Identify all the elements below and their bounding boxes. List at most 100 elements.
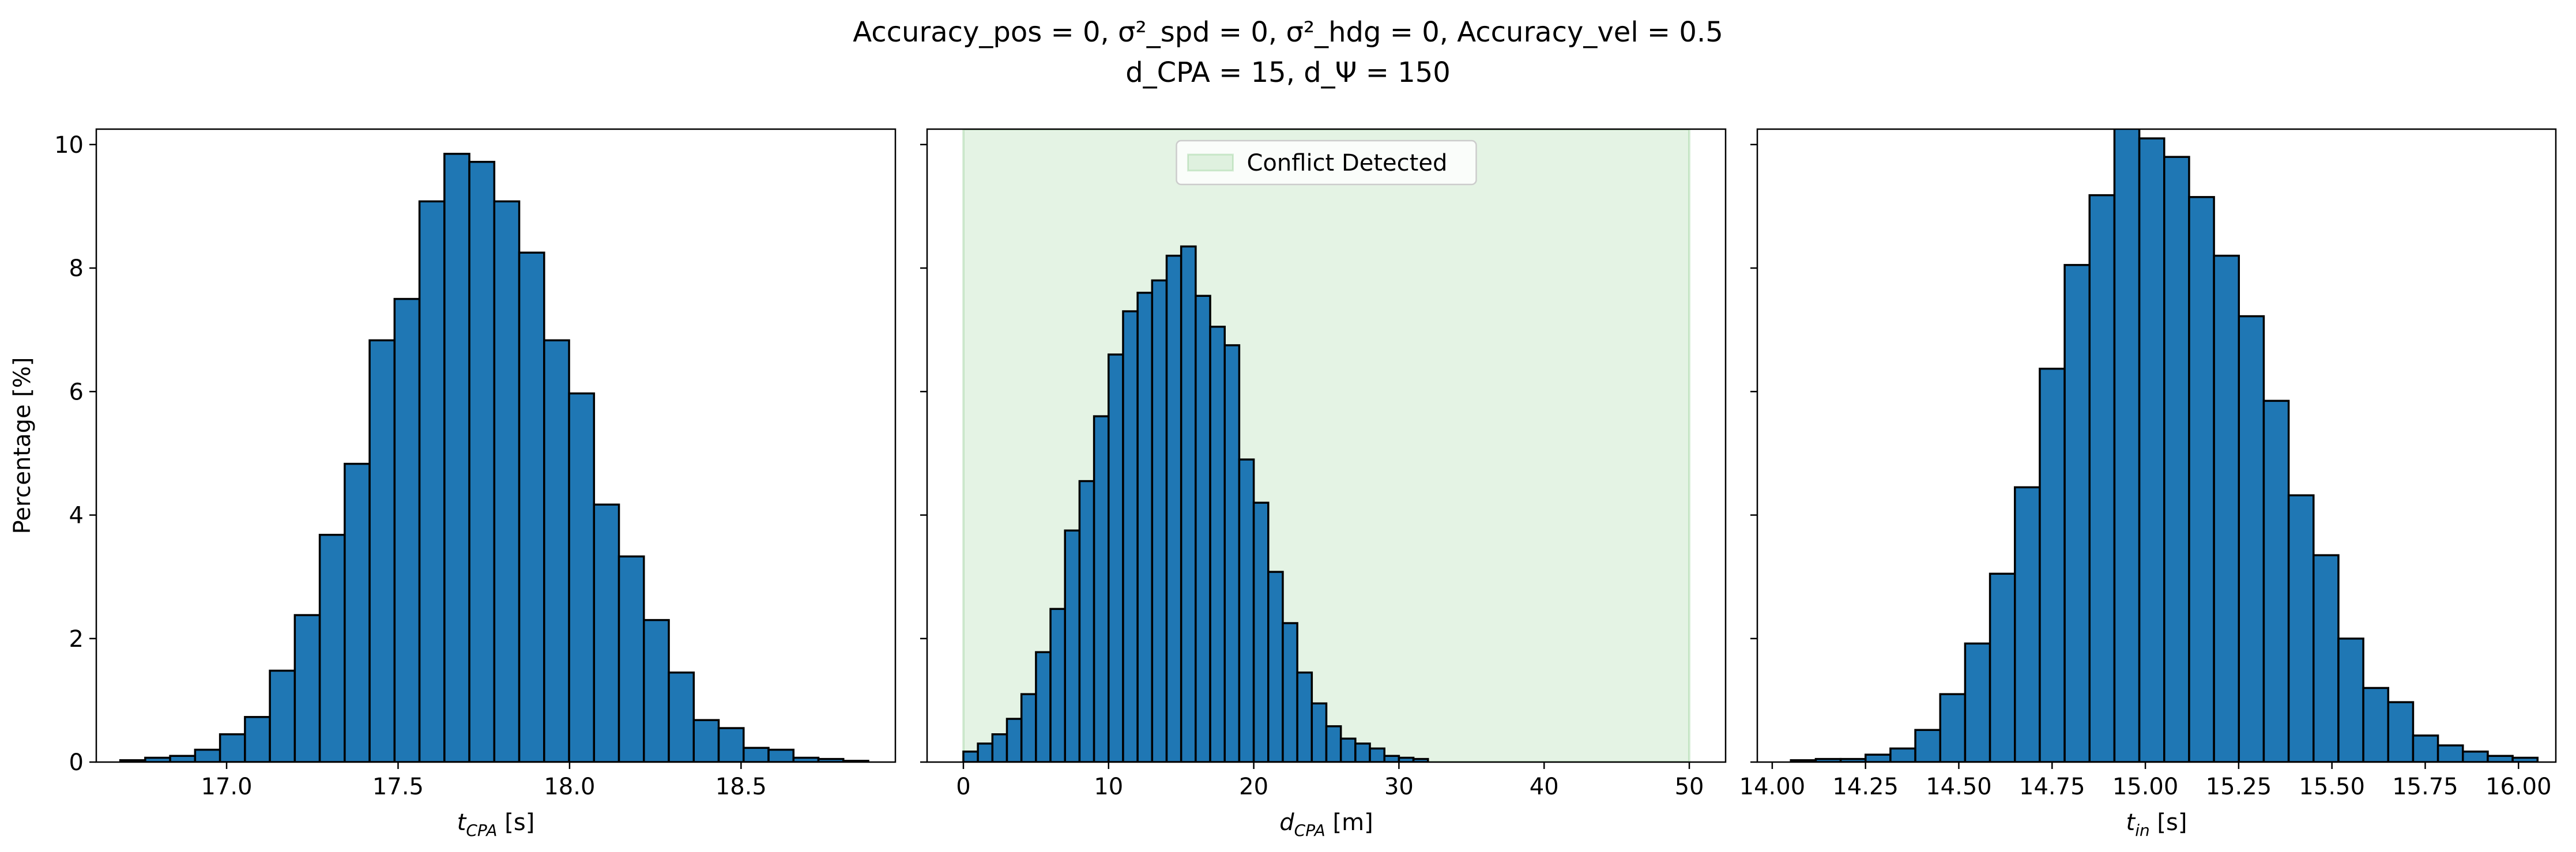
histogram-bar <box>1151 279 1168 762</box>
histogram-bar <box>293 614 321 762</box>
figure-title-line2: d_CPA = 15, d_Ψ = 150 <box>1125 56 1451 89</box>
histogram-bar <box>2462 751 2489 762</box>
x-tick-label: 18.5 <box>715 774 767 800</box>
legend-swatch <box>1187 153 1234 172</box>
figure-title-line1: Accuracy_pos = 0, σ²_spd = 0, σ²_hdg = 0… <box>853 16 1723 48</box>
histogram-bar <box>1383 755 1400 762</box>
histogram-bar <box>344 462 371 762</box>
y-tick-label: 6 <box>69 379 84 405</box>
histogram-bar <box>1252 502 1270 762</box>
histogram-bar <box>668 671 695 762</box>
x-tick-label: 14.25 <box>1832 774 1899 800</box>
histogram-bar <box>1165 254 1182 762</box>
histogram-bar <box>2287 494 2315 762</box>
histogram-bar <box>1064 529 1081 762</box>
axes-frame <box>95 128 897 763</box>
x-tick-label: 14.00 <box>1739 774 1806 800</box>
histogram-bar <box>2387 701 2415 762</box>
histogram-bar <box>1325 725 1342 762</box>
histogram-bar <box>1939 693 1967 762</box>
legend-box <box>1176 140 1477 186</box>
histogram-bar <box>368 339 396 762</box>
x-tick-label: 50 <box>1675 774 1704 800</box>
histogram-bar <box>1914 729 1942 762</box>
plot-area <box>962 129 1691 762</box>
x-tick-label: 40 <box>1530 774 1559 800</box>
histogram-bar <box>2238 315 2265 762</box>
histogram-bar <box>1889 747 1916 762</box>
histogram-bar <box>991 733 1008 762</box>
histogram-bar <box>1020 693 1037 762</box>
histogram-bar <box>743 747 770 762</box>
histogram-bar <box>2014 486 2041 762</box>
histogram-bar <box>2487 755 2514 762</box>
histogram-bar <box>2313 554 2340 762</box>
histogram-bar <box>2138 137 2166 762</box>
histogram-bar <box>2412 734 2439 762</box>
x-tick-label: 0 <box>956 774 970 800</box>
histogram-bar <box>2362 687 2390 762</box>
axes-frame <box>1756 128 2557 763</box>
x-tick-label: 18.0 <box>544 774 595 800</box>
histogram-bar <box>1282 622 1298 762</box>
y-tick-label: 8 <box>69 255 84 282</box>
histogram-bar <box>1180 245 1197 762</box>
histogram-bar <box>1122 310 1139 762</box>
tcpa-histogram-panel: 17.0 17.5 18.0 18.5 0 2 4 6 8 10 tCPA [s] Percentag… <box>9 128 897 840</box>
histogram-bar <box>2088 194 2116 762</box>
x-tick-label: 20 <box>1239 774 1268 800</box>
histogram-bar <box>767 748 795 762</box>
histogram-bar <box>2262 399 2290 762</box>
y-tick-label: 2 <box>69 626 84 653</box>
plot-area <box>119 153 869 762</box>
histogram-bar <box>962 751 979 762</box>
x-tick-label: 17.0 <box>201 774 253 800</box>
x-tick-label: 17.5 <box>372 774 424 800</box>
x-tick-label: 15.75 <box>2392 774 2458 800</box>
histogram-bar <box>977 742 994 762</box>
x-tick-label: 15.25 <box>2206 774 2272 800</box>
histogram-bar <box>1005 718 1023 762</box>
histogram-bar <box>2337 638 2364 762</box>
histogram-bar <box>2063 263 2091 762</box>
histogram-bar <box>1412 757 1429 762</box>
histogram-bar <box>1369 747 1385 762</box>
y-tick-label: 0 <box>69 749 84 776</box>
histogram-bar <box>1310 702 1328 762</box>
histogram-bar <box>1354 742 1371 762</box>
histogram-bar <box>1108 353 1124 762</box>
x-tick-label: 14.50 <box>1926 774 1992 800</box>
legend-label: Conflict Detected <box>1247 150 1448 176</box>
histogram-bar <box>1223 344 1241 762</box>
histogram-bar <box>1078 480 1095 762</box>
histogram-bar <box>194 748 221 762</box>
histogram-bar <box>643 619 670 762</box>
histogram-bar <box>2511 756 2539 762</box>
y-tick-label: 4 <box>69 503 84 529</box>
legend: Conflict Detected <box>1176 140 1477 186</box>
histogram-bar <box>244 716 271 762</box>
histogram-bar <box>493 200 521 762</box>
histogram-bar <box>717 727 745 762</box>
x-tick-label: 16.00 <box>2485 774 2552 800</box>
plot-area <box>1790 129 2539 762</box>
histogram-bar <box>1238 458 1255 762</box>
histogram-bar <box>1964 642 1991 762</box>
histogram-bar <box>1339 737 1357 762</box>
y-axis-label: Percentage [%] <box>9 357 36 534</box>
x-tick-label: 10 <box>1094 774 1123 800</box>
histogram-bar <box>1209 326 1226 762</box>
histogram-bar <box>169 755 197 762</box>
histogram-bar <box>1989 572 2016 762</box>
histogram-bar <box>617 555 645 762</box>
histogram-bar <box>1035 651 1052 762</box>
histogram-bar <box>692 719 720 762</box>
x-axis-label: tCPA [s] <box>457 809 535 840</box>
histogram-bar <box>219 733 246 762</box>
histogram-bar <box>468 161 496 762</box>
x-axis-label: dCPA [m] <box>1279 809 1373 840</box>
x-tick-label: 14.75 <box>2019 774 2085 800</box>
x-tick-label: 30 <box>1384 774 1414 800</box>
histogram-bar <box>1136 292 1154 762</box>
histogram-bar <box>518 251 545 762</box>
